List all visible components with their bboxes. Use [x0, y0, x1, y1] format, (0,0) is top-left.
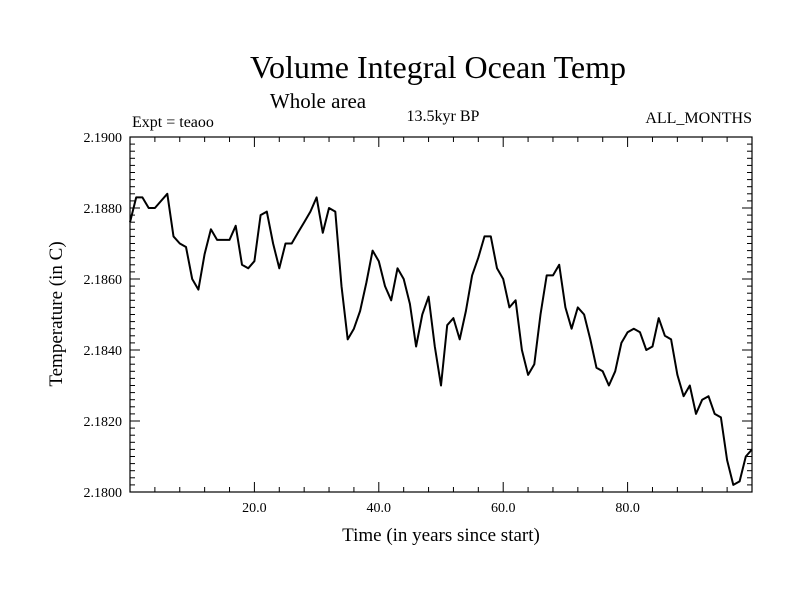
axis-ticks: 2.1800 2.1820 2.1840 2.1860 2.1880 2.1900 20.0… — [84, 131, 752, 516]
data-series — [129, 192, 753, 486]
x-tick-label: 40.0 — [367, 501, 392, 516]
x-tick-label: 20.0 — [242, 501, 267, 516]
y-axis-label: Temperature (in C) — [46, 241, 67, 386]
y-tick-label: 2.1820 — [84, 415, 123, 430]
plot-frame — [129, 136, 753, 493]
months-label: ALL_MONTHS — [645, 110, 752, 127]
y-tick-label: 2.1860 — [84, 273, 123, 288]
series-line — [129, 192, 753, 486]
y-tick-label: 2.1800 — [84, 486, 123, 501]
y-tick-label: 2.1900 — [84, 131, 123, 146]
x-axis-label: Time (in years since start) — [342, 525, 540, 546]
x-tick-label: 60.0 — [491, 501, 516, 516]
experiment-label: Expt = teaoo — [132, 114, 214, 131]
y-tick-label: 2.1840 — [84, 344, 123, 359]
y-tick-label: 2.1880 — [84, 202, 123, 217]
period-label: 13.5kyr BP — [407, 108, 480, 125]
x-tick-label: 80.0 — [615, 501, 640, 516]
chart-subtitle: Whole area — [270, 89, 367, 113]
chart-title: Volume Integral Ocean Temp — [250, 49, 626, 85]
